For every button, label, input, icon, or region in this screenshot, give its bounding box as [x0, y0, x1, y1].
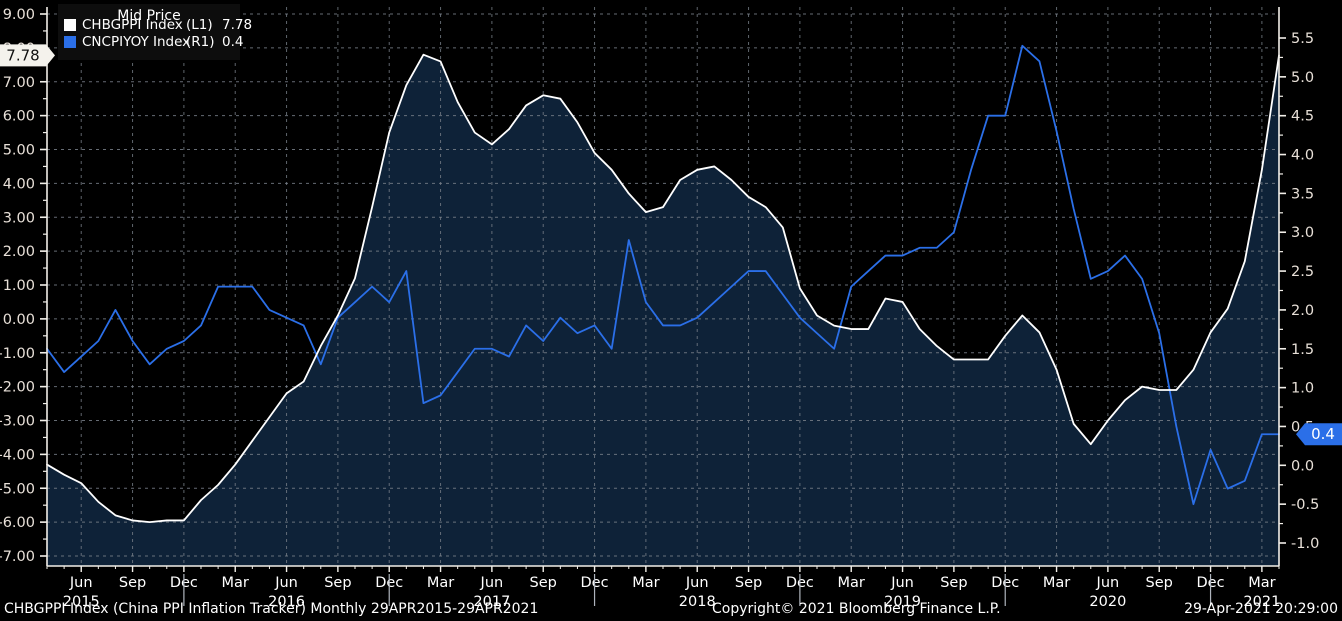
left-axis-tick-label: 6.00: [3, 109, 35, 125]
legend-swatch[interactable]: [64, 36, 76, 48]
left-axis-tick-label: -2.00: [0, 380, 35, 396]
left-axis-tick-label: 2.00: [3, 244, 35, 260]
status-left-text: CHBGPPI Index (China PPI Inflation Track…: [4, 601, 538, 617]
x-axis-year-label: 2018: [679, 594, 716, 610]
left-last-value-text: 7.78: [6, 46, 39, 64]
x-axis-month-label: Mar: [838, 575, 865, 591]
x-axis-month-label: Mar: [427, 575, 454, 591]
x-axis-month-label: Mar: [222, 575, 249, 591]
left-axis-tick-label: 0.00: [3, 312, 35, 328]
x-axis-month-label: Sep: [940, 575, 967, 591]
legend-swatch[interactable]: [64, 19, 76, 31]
legend-series-value: 0.4: [222, 34, 243, 50]
x-axis-year-label: 2021: [1243, 594, 1280, 610]
x-axis-month-label: Jun: [890, 575, 914, 591]
x-axis-month-label: Jun: [274, 575, 298, 591]
date-axis[interactable]: Jun Sep Dec Mar Jun Sep Dec Mar Jun Sep Dec Mar Jun S…: [46, 565, 1280, 610]
gridlines: [47, 7, 1279, 566]
last-price-markers: 7.78 0.4: [0, 44, 1342, 446]
left-last-value-marker: [0, 44, 55, 67]
left-axis-tick-label: -5.00: [0, 481, 35, 497]
status-copyright-text: Copyright© 2021 Bloomberg Finance L.P.: [712, 601, 1001, 617]
left-axis-tick-label: 7.00: [3, 75, 35, 91]
status-bar: CHBGPPI Index (China PPI Inflation Track…: [4, 601, 1338, 617]
left-axis-tick-label: 3.00: [3, 210, 35, 226]
x-axis-month-label: Jun: [685, 575, 709, 591]
left-axis-tick-label: 9.00: [3, 7, 35, 23]
right-axis-tick-label: 2.5: [1291, 264, 1314, 280]
left-axis-tick-label: -7.00: [0, 549, 35, 565]
legend-series-name[interactable]: CNCPIYOY Index: [82, 34, 190, 50]
data-series: [46, 44, 1280, 524]
x-axis-month-label: Mar: [1248, 575, 1275, 591]
legend-axis-tag: (L1): [186, 17, 213, 33]
right-axis-tick-label: 1.0: [1291, 381, 1314, 397]
x-axis-month-label: Sep: [324, 575, 351, 591]
x-axis-year-label: 2016: [268, 594, 305, 610]
right-axis-tick-label: -0.5: [1291, 497, 1319, 513]
legend-series-name[interactable]: CHBGPPI Index: [82, 17, 183, 33]
right-axis-tick-label: 3.5: [1291, 186, 1314, 202]
left-axis-tick-label: 5.00: [3, 143, 35, 159]
right-axis-tick-label: 1.5: [1291, 342, 1314, 358]
x-axis-year-label: 2019: [884, 594, 921, 610]
legend-title: Mid Price: [117, 8, 180, 24]
x-axis-month-label: Sep: [1146, 575, 1173, 591]
x-axis-year-label: 2015: [63, 594, 100, 610]
x-axis-month-label: Jun: [69, 575, 93, 591]
legend-series-value: 7.78: [222, 17, 252, 33]
x-axis-month-label: Sep: [119, 575, 146, 591]
x-axis-year-label: 2017: [473, 594, 510, 610]
x-axis-year-label: 2020: [1089, 594, 1126, 610]
x-axis-month-label: Mar: [632, 575, 659, 591]
right-axis-tick-label: 3.0: [1291, 225, 1314, 241]
ppi-area-fill: [47, 54, 1279, 567]
right-axis-tick-label: 2.0: [1291, 303, 1314, 319]
right-axis-tick-label: -1.0: [1291, 536, 1319, 552]
right-axis-tick-label: 5.5: [1291, 31, 1314, 47]
status-timestamp-text: 29-Apr-2021 20:29:00: [1184, 601, 1338, 617]
left-axis-tick-label: -6.00: [0, 515, 35, 531]
x-axis-month-label: Jun: [1096, 575, 1120, 591]
left-axis-tick-label: -3.00: [0, 414, 35, 430]
x-axis-month-label: Jun: [480, 575, 504, 591]
left-axis-tick-label: 4.00: [3, 176, 35, 192]
x-axis-month-label: Sep: [530, 575, 557, 591]
left-axis-tick-label: -1.00: [0, 346, 35, 362]
left-axis-tick-label: 1.00: [3, 278, 35, 294]
right-axis-tick-label: 4.5: [1291, 109, 1314, 125]
right-axis-tick-label: 4.0: [1291, 148, 1314, 164]
x-axis-month-label: Mar: [1043, 575, 1070, 591]
right-axis-tick-label: 0.0: [1291, 458, 1314, 474]
right-axis-tick-label: 5.0: [1291, 70, 1314, 86]
legend-axis-tag: (R1): [186, 34, 215, 50]
right-last-value-text: 0.4: [1311, 425, 1335, 443]
right-last-value-marker: [1296, 423, 1342, 446]
left-axis-tick-label: -4.00: [0, 447, 35, 463]
x-axis-month-label: Sep: [735, 575, 762, 591]
right-value-axis[interactable]: 5.55.04.54.03.53.02.52.01.51.00.50.0-0.5…: [1278, 7, 1319, 566]
